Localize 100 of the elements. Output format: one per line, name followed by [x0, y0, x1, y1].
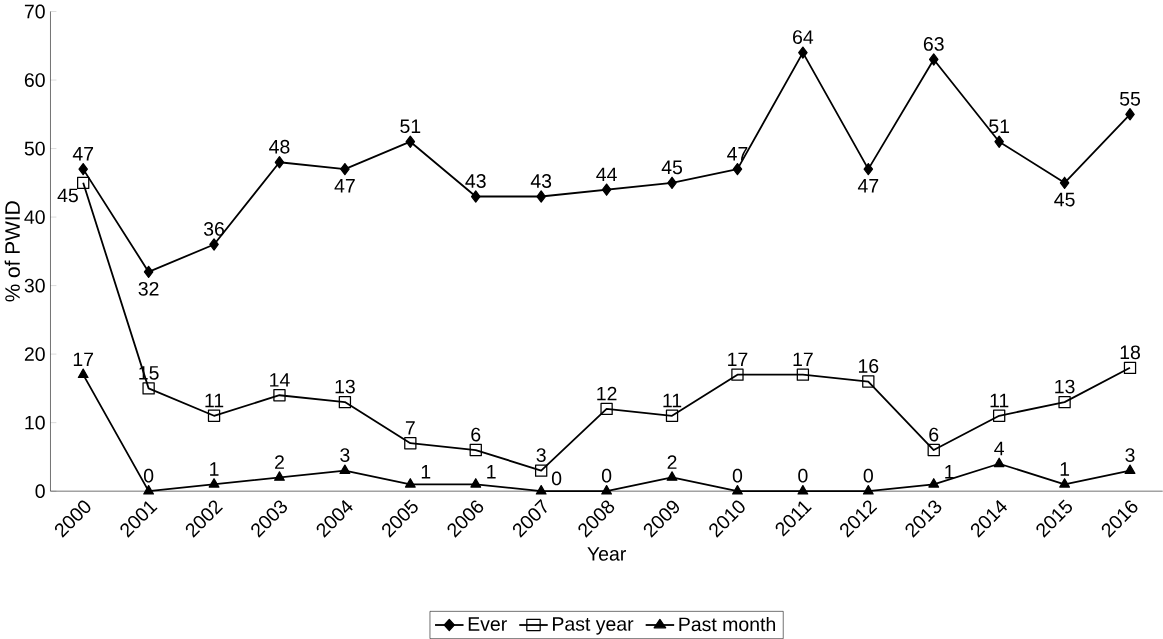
data-label: 3 — [1125, 448, 1135, 463]
point — [470, 190, 481, 203]
data-label: 13 — [335, 379, 355, 394]
y-tick-label: 10 — [25, 415, 45, 430]
data-label: 2 — [667, 455, 677, 469]
data-label: 0 — [732, 468, 743, 483]
data-label: 43 — [465, 174, 486, 188]
data-label: 47 — [334, 179, 355, 193]
y-tick-label: 20 — [24, 347, 45, 362]
legend-label: Past month — [679, 616, 776, 632]
point — [274, 471, 285, 481]
legend-label: Past year — [553, 617, 634, 635]
data-label: 47 — [857, 179, 879, 193]
point — [404, 478, 416, 488]
data-label: 11 — [663, 393, 682, 408]
point — [77, 176, 90, 190]
data-label: 18 — [1120, 345, 1140, 360]
point — [665, 409, 679, 423]
data-label: 43 — [530, 174, 552, 188]
point — [1124, 464, 1136, 475]
data-label: 11 — [990, 393, 1009, 408]
point — [600, 402, 613, 416]
data-label: 45 — [1054, 192, 1075, 207]
point — [207, 409, 221, 423]
data-label: 1 — [210, 462, 219, 476]
point — [666, 471, 678, 481]
point — [273, 389, 286, 402]
point — [534, 464, 548, 477]
data-label: 45 — [57, 188, 78, 203]
y-tick-label: 60 — [24, 73, 45, 87]
data-label: 17 — [73, 352, 94, 367]
data-label: 0 — [601, 468, 612, 483]
y-tick-label: 30 — [24, 278, 45, 293]
point — [797, 485, 809, 495]
point — [78, 162, 88, 176]
point — [77, 368, 89, 379]
y-tick-label: 40 — [24, 210, 45, 224]
data-label: 17 — [793, 352, 813, 367]
data-label: 0 — [551, 471, 562, 486]
point — [732, 162, 743, 176]
point — [274, 156, 285, 169]
data-label: 11 — [205, 393, 224, 408]
point — [469, 443, 482, 457]
y-tick-label: 0 — [35, 484, 45, 499]
data-label: 7 — [405, 421, 415, 435]
legend-label: Ever — [468, 617, 507, 631]
point — [862, 375, 875, 388]
point — [863, 162, 874, 176]
data-label: 17 — [728, 352, 748, 367]
data-label: 3 — [536, 448, 546, 463]
point — [1059, 176, 1070, 190]
point — [404, 437, 417, 450]
point — [667, 176, 677, 190]
point — [535, 485, 547, 495]
data-label: 13 — [1055, 379, 1075, 394]
point — [928, 478, 940, 488]
data-label: 55 — [1119, 92, 1141, 106]
data-label: 48 — [269, 139, 290, 154]
point — [928, 53, 939, 66]
point — [601, 183, 612, 196]
point — [143, 485, 155, 495]
point — [992, 409, 1006, 423]
point — [1058, 395, 1071, 409]
y-tick-label: 70 — [24, 4, 45, 19]
point — [142, 382, 155, 395]
point — [732, 485, 743, 495]
point — [1059, 478, 1071, 488]
y-axis-title: % of PWID — [4, 201, 20, 302]
point — [798, 46, 808, 59]
data-label: 1 — [1060, 462, 1070, 476]
point — [143, 265, 154, 279]
data-label: 63 — [923, 37, 944, 51]
data-label: 3 — [340, 448, 350, 463]
data-label: 2 — [275, 455, 284, 469]
data-label: 1 — [487, 465, 496, 479]
point — [470, 478, 482, 488]
point — [536, 190, 546, 203]
point — [927, 443, 940, 457]
data-label: 32 — [138, 281, 159, 296]
point — [340, 162, 350, 176]
data-label: 64 — [793, 30, 814, 45]
point — [208, 478, 220, 488]
data-label: 44 — [596, 167, 617, 182]
data-label: 6 — [471, 427, 481, 442]
x-axis-title: Year — [587, 547, 626, 561]
data-label: 12 — [597, 386, 617, 401]
point — [796, 368, 810, 381]
point — [862, 485, 874, 495]
data-label: 51 — [400, 119, 421, 134]
point — [731, 368, 744, 381]
data-label: 16 — [858, 359, 879, 373]
data-label: 14 — [270, 373, 290, 387]
data-label: 47 — [72, 147, 94, 161]
data-label: 6 — [929, 427, 939, 442]
point — [339, 464, 351, 475]
data-label: 4 — [994, 441, 1004, 456]
data-label: 45 — [661, 160, 683, 175]
point — [338, 395, 352, 409]
data-label: 1 — [421, 465, 431, 479]
data-label: 0 — [143, 468, 154, 483]
